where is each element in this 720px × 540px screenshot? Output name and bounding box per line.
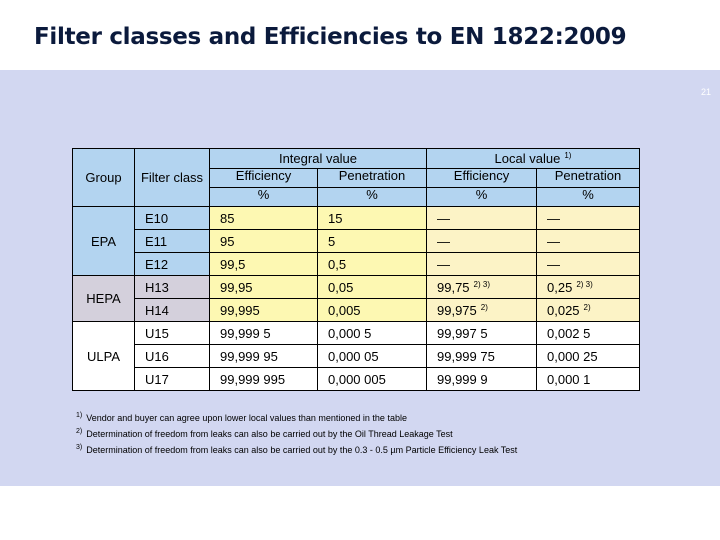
table-row: U16 99,999 95 0,000 05 99,999 75 0,000 2… — [73, 344, 640, 368]
header-local-value: Local value 1) — [426, 148, 640, 169]
local-penetration-cell: 0,000 1 — [536, 367, 640, 391]
integral-penetration-cell: 0,000 005 — [317, 367, 427, 391]
integral-penetration-cell: 5 — [317, 229, 427, 253]
group-epa: EPA — [72, 206, 135, 276]
local-penetration-cell: 0,002 5 — [536, 321, 640, 345]
integral-penetration-cell: 0,5 — [317, 252, 427, 276]
filter-class-cell: U17 — [134, 367, 210, 391]
table-row: E11 95 5 — — — [73, 229, 640, 253]
header-unit: % — [317, 187, 427, 207]
header-local-penetration: Penetration — [536, 168, 640, 188]
integral-efficiency-cell: 99,999 5 — [209, 321, 318, 345]
table-row: U17 99,999 995 0,000 005 99,999 9 0,000 … — [73, 367, 640, 391]
header-group: Group — [72, 148, 135, 207]
filter-class-cell: U15 — [134, 321, 210, 345]
group-ulpa: ULPA — [72, 321, 135, 391]
local-penetration-cell: — — [536, 206, 640, 230]
footnote-3: 3) Determination of freedom from leaks ca… — [76, 444, 518, 455]
integral-efficiency-cell: 85 — [209, 206, 318, 230]
header-integral-value: Integral value — [209, 148, 427, 169]
local-penetration-cell: 0,25 2) 3) — [536, 275, 640, 299]
group-hepa: HEPA — [72, 275, 135, 322]
filter-class-cell: E10 — [134, 206, 210, 230]
filter-class-cell: E11 — [134, 229, 210, 253]
integral-efficiency-cell: 99,995 — [209, 298, 318, 322]
header-unit: % — [536, 187, 640, 207]
page-title: Filter classes and Efficiencies to EN 18… — [34, 24, 627, 50]
local-penetration-cell: 0,025 2) — [536, 298, 640, 322]
integral-efficiency-cell: 99,999 95 — [209, 344, 318, 368]
table-row: ULPA U15 99,999 5 0,000 5 99,997 5 0,002… — [72, 321, 640, 391]
local-efficiency-cell: 99,999 75 — [426, 344, 537, 368]
header-filter-class: Filter class — [134, 148, 210, 207]
integral-efficiency-cell: 99,999 995 — [209, 367, 318, 391]
table-row: EPA E10 85 15 — — — [72, 206, 640, 276]
footnote-2: 2) Determination of freedom from leaks ca… — [76, 428, 453, 439]
page-number: 21 — [700, 87, 711, 97]
integral-efficiency-cell: 99,5 — [209, 252, 318, 276]
local-penetration-cell: — — [536, 252, 640, 276]
local-efficiency-cell: 99,75 2) 3) — [426, 275, 537, 299]
integral-penetration-cell: 15 — [317, 206, 427, 230]
filter-class-table: Group Filter class Integral value Local … — [72, 148, 640, 391]
integral-penetration-cell: 0,005 — [317, 298, 427, 322]
header-integral-penetration: Penetration — [317, 168, 427, 188]
header-unit: % — [426, 187, 537, 207]
filter-class-cell: H13 — [134, 275, 210, 299]
footnote-1: 1) Vendor and buyer can agree upon lower … — [76, 412, 407, 423]
local-efficiency-cell: 99,997 5 — [426, 321, 537, 345]
integral-penetration-cell: 0,05 — [317, 275, 427, 299]
filter-class-cell: U16 — [134, 344, 210, 368]
integral-penetration-cell: 0,000 5 — [317, 321, 427, 345]
table-row: H14 99,995 0,005 99,975 2) 0,025 2) — [73, 298, 640, 322]
table-row: E12 99,5 0,5 — — — [73, 252, 640, 276]
filter-class-cell: E12 — [134, 252, 210, 276]
header-local-efficiency: Efficiency — [426, 168, 537, 188]
local-efficiency-cell: 99,999 9 — [426, 367, 537, 391]
integral-efficiency-cell: 99,95 — [209, 275, 318, 299]
local-efficiency-cell: — — [426, 206, 537, 230]
local-efficiency-cell: 99,975 2) — [426, 298, 537, 322]
filter-class-cell: H14 — [134, 298, 210, 322]
local-penetration-cell: — — [536, 229, 640, 253]
integral-efficiency-cell: 95 — [209, 229, 318, 253]
local-penetration-cell: 0,000 25 — [536, 344, 640, 368]
header-unit: % — [209, 187, 318, 207]
content-panel: 21 Group Filter class Integral value Loc… — [0, 70, 720, 486]
local-efficiency-cell: — — [426, 252, 537, 276]
header-integral-efficiency: Efficiency — [209, 168, 318, 188]
local-efficiency-cell: — — [426, 229, 537, 253]
integral-penetration-cell: 0,000 05 — [317, 344, 427, 368]
table-row: HEPA H13 99,95 0,05 99,75 2) 3) 0,25 2) 3) — [72, 275, 640, 322]
